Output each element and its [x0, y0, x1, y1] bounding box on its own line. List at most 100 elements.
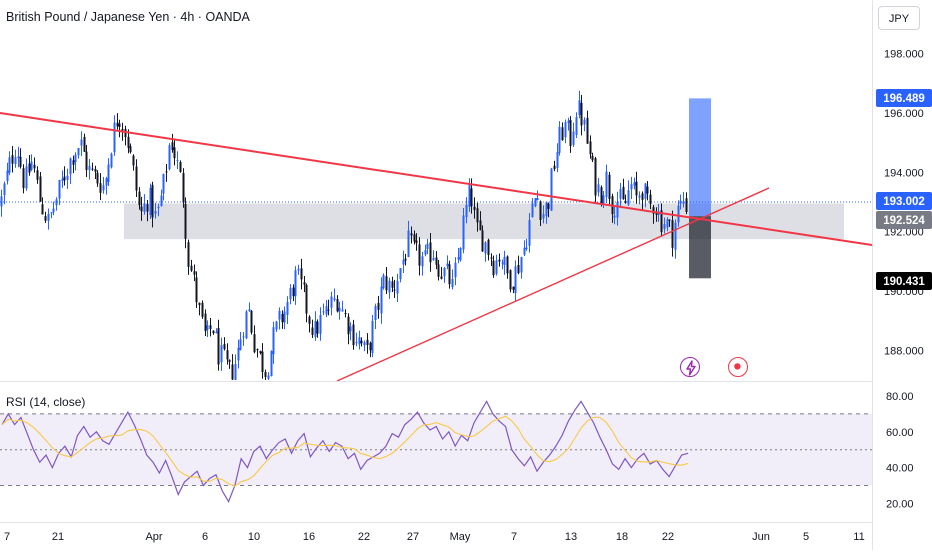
time-tick-label: 21 [52, 531, 64, 543]
candle-body [605, 171, 608, 197]
candle-body [322, 311, 325, 313]
descending-trendline[interactable] [0, 112, 873, 246]
candle-body [286, 302, 289, 315]
time-tick-label: 22 [358, 531, 370, 543]
candle-body [498, 259, 501, 262]
candle-body [492, 260, 495, 276]
candle-body [358, 337, 361, 345]
candle-body [437, 264, 440, 277]
record-dot-icon[interactable] [728, 357, 748, 377]
candle-body [481, 230, 484, 252]
candle-body [297, 268, 300, 271]
candle-body [512, 286, 515, 290]
candle-body [572, 131, 575, 145]
candle-body [613, 215, 616, 218]
candle-body [25, 166, 28, 189]
candle-body [179, 161, 182, 172]
candle-body [627, 190, 630, 205]
candle-body [432, 258, 435, 261]
candle-body [36, 170, 39, 180]
candle-body [542, 214, 545, 219]
stop-box[interactable] [689, 216, 711, 279]
candle-body [61, 178, 64, 181]
candle-body [655, 212, 658, 215]
candle-body [336, 299, 339, 312]
time-tick-label: 13 [565, 531, 577, 543]
candle-body [418, 244, 421, 266]
candle-body [217, 328, 220, 365]
price-tick-label: 194.000 [884, 167, 924, 179]
candle-body [33, 164, 36, 169]
candle-body [341, 309, 344, 312]
candle-body [215, 331, 218, 334]
candle-body [209, 325, 212, 329]
candle-body [198, 302, 201, 306]
candle-body [646, 186, 649, 194]
sr-zone[interactable] [124, 203, 844, 240]
candle-body [52, 208, 55, 213]
candle-body [671, 220, 674, 248]
candle-body [426, 243, 429, 249]
rsi-title: RSI (14, close) [6, 395, 86, 409]
candle-body [531, 203, 534, 218]
candle-body [347, 316, 350, 335]
candle-body [668, 219, 671, 221]
candle-body [421, 256, 424, 267]
candle-body [253, 334, 256, 353]
candle-body [116, 122, 119, 127]
candle-body [674, 222, 677, 250]
candle-body [226, 350, 229, 360]
candle-body [600, 187, 603, 205]
candle-body [140, 206, 143, 212]
candle-body [619, 189, 622, 199]
price-label-tag [876, 192, 932, 210]
time-tick-label: 7 [4, 531, 10, 543]
candle-body [679, 200, 682, 204]
candle-body [220, 345, 223, 363]
candle-body [184, 203, 187, 239]
rsi-line[interactable] [1, 400, 689, 503]
candle-body [536, 198, 539, 201]
candle-body [349, 326, 352, 332]
candle-body [250, 310, 253, 333]
candle-body [399, 268, 402, 280]
candle-body [407, 230, 410, 258]
chart-title: British Pound / Japanese Yen · 4h · OAND… [6, 10, 250, 24]
candle-body [91, 168, 94, 170]
candle-body [583, 119, 586, 125]
candle-body [41, 204, 44, 215]
price-label: 196.489 [883, 93, 925, 105]
price-label: 193.002 [883, 196, 925, 208]
candle-body [660, 210, 663, 233]
candle-body [371, 320, 374, 353]
candle-body [520, 257, 523, 273]
candle-body [187, 242, 190, 267]
target-box[interactable] [689, 98, 711, 217]
candle-body [275, 321, 278, 330]
candle-body [212, 330, 215, 334]
candle-body [558, 126, 561, 153]
candle-body [633, 182, 636, 186]
currency-button[interactable]: JPY [878, 6, 920, 30]
candle-body [228, 359, 231, 362]
candle-body [267, 375, 270, 379]
ascending-trendline[interactable] [336, 187, 770, 382]
candle-body [624, 200, 627, 203]
candle-body [264, 372, 267, 377]
candle-body [630, 184, 633, 190]
candle-body [377, 302, 380, 310]
candle-body [118, 123, 121, 127]
candle-body [685, 198, 688, 212]
time-tick-label: 22 [662, 531, 674, 543]
rsi-tick-label: 20.00 [886, 498, 914, 510]
candle-body [429, 242, 432, 263]
candle-body [380, 286, 383, 314]
candle-body [413, 234, 416, 242]
candle-body [319, 314, 322, 334]
candle-body [333, 298, 336, 300]
lightning-icon[interactable] [680, 357, 700, 377]
candle-body [591, 155, 594, 161]
time-tick-label: 7 [511, 531, 517, 543]
candle-body [58, 180, 61, 199]
